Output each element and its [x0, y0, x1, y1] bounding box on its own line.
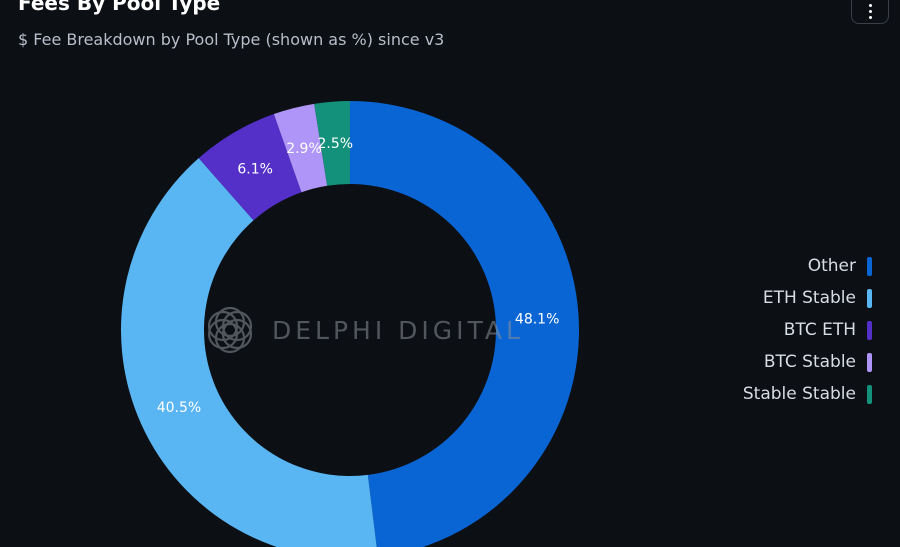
donut-slice-stable-stable[interactable]: [314, 101, 350, 186]
donut-slice-eth-stable[interactable]: [121, 158, 378, 547]
legend-label-other: Other: [807, 256, 856, 276]
legend-label-eth-stable: ETH Stable: [762, 288, 856, 308]
data-label-eth-stable: 40.5%: [157, 400, 201, 416]
watermark-text: DELPHI DIGITAL: [272, 316, 524, 345]
data-label-other: 48.1%: [515, 312, 559, 328]
data-label-stable-stable: 2.5%: [318, 136, 354, 152]
legend-swatch-stable-stable: [867, 384, 872, 404]
legend-label-btc-stable: BTC Stable: [763, 352, 856, 372]
legend-swatch-btc-stable: [867, 352, 872, 372]
chart-title: Fees By Pool Type: [18, 0, 221, 15]
legend-swatch-eth-stable: [867, 288, 872, 308]
legend-swatch-btc-eth: [867, 320, 872, 340]
vertical-ellipsis-icon: [868, 3, 872, 19]
donut-slice-btc-stable[interactable]: [273, 103, 328, 193]
watermark: DELPHI DIGITAL: [207, 306, 524, 354]
legend-swatch-other: [867, 256, 872, 276]
legend-item-other[interactable]: Other: [808, 250, 872, 282]
chart-subtitle: $ Fee Breakdown by Pool Type (shown as %…: [18, 30, 445, 49]
donut-slice-btc-eth[interactable]: [198, 114, 302, 221]
data-label-btc-stable: 2.9%: [286, 141, 322, 157]
chart-legend: Other ETH Stable BTC ETH BTC Stable Stable S…: [743, 250, 872, 410]
legend-label-btc-eth: BTC ETH: [783, 320, 856, 340]
donut-slice-other[interactable]: [350, 101, 579, 547]
legend-item-btc-stable[interactable]: BTC Stable: [764, 346, 872, 378]
legend-item-stable-stable[interactable]: Stable Stable: [743, 378, 872, 410]
legend-label-stable-stable: Stable Stable: [742, 384, 856, 404]
delphi-logo-icon: [207, 306, 253, 354]
chart-menu-button[interactable]: [851, 0, 889, 24]
legend-item-eth-stable[interactable]: ETH Stable: [763, 282, 872, 314]
legend-item-btc-eth[interactable]: BTC ETH: [784, 314, 872, 346]
data-label-btc-eth: 6.1%: [237, 161, 273, 177]
